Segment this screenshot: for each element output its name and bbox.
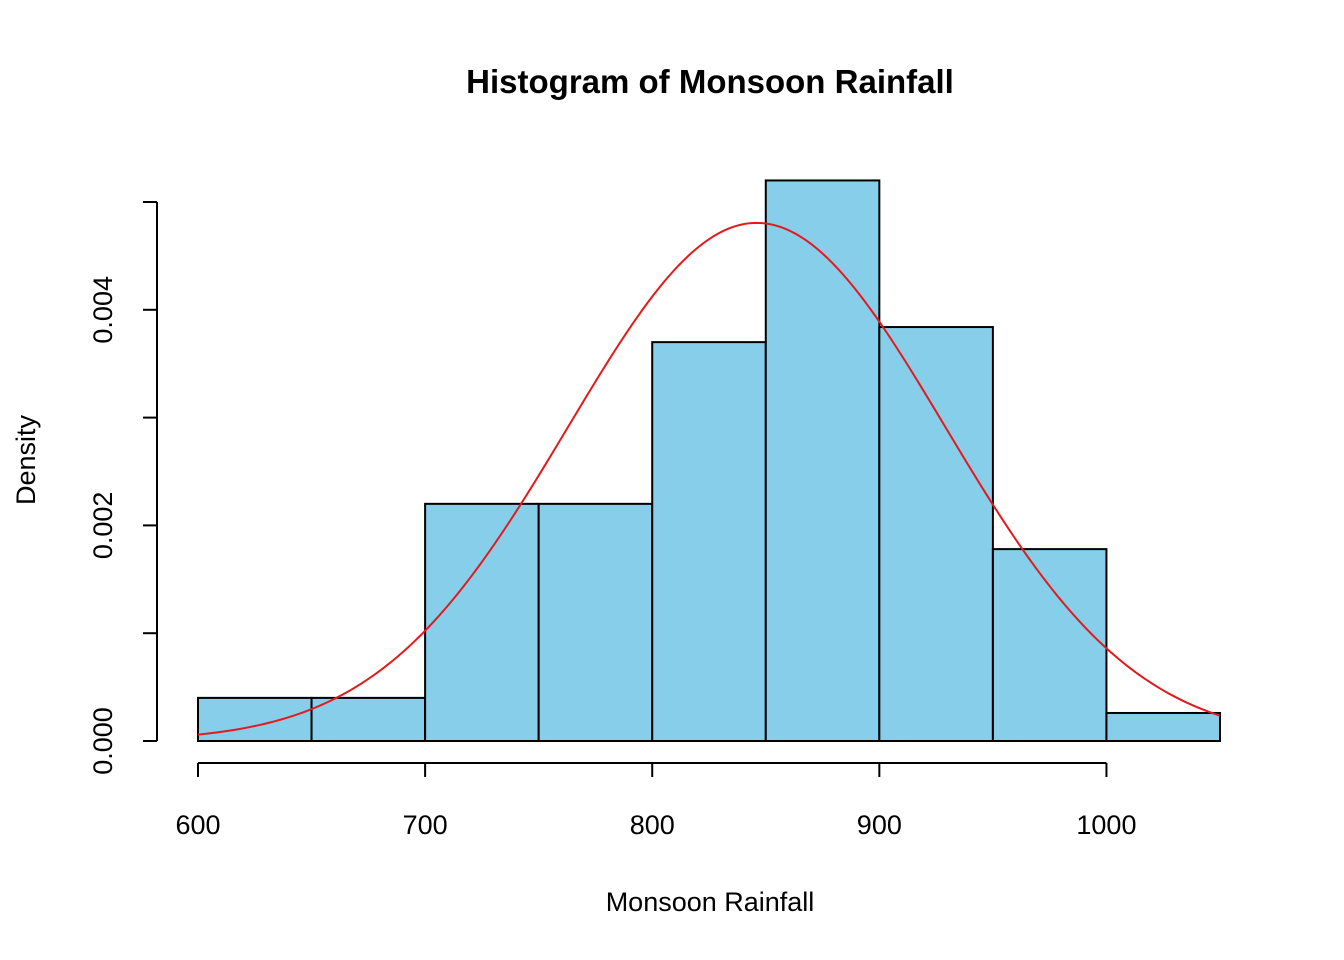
chart-title: Histogram of Monsoon Rainfall [466, 63, 954, 100]
density-curve [197, 221, 1221, 736]
x-tick-label: 800 [630, 810, 675, 840]
histogram-bar [424, 502, 540, 742]
x-tick-label: 1000 [1076, 810, 1136, 840]
y-axis: 0.000 0.002 0.004 [88, 201, 158, 775]
x-axis: 600 700 800 900 1000 [175, 762, 1136, 840]
x-tick-label: 700 [403, 810, 448, 840]
histogram-bar [197, 696, 313, 743]
histogram-bar [764, 179, 881, 742]
histogram-bar [651, 341, 767, 742]
y-tick-label: 0.004 [88, 276, 118, 344]
y-tick-label: 0.002 [88, 492, 118, 560]
x-tick-label: 900 [857, 810, 902, 840]
histogram-bar [310, 696, 427, 743]
y-axis-label: Density [11, 414, 41, 505]
x-axis-label: Monsoon Rainfall [606, 887, 815, 917]
histogram-bars [197, 179, 1222, 743]
x-tick-label: 600 [175, 810, 220, 840]
histogram-bar [991, 548, 1108, 743]
y-tick-label: 0.000 [88, 707, 118, 775]
histogram-bar [878, 326, 994, 742]
histogram-bar [1105, 711, 1222, 742]
histogram-bar [537, 502, 654, 742]
